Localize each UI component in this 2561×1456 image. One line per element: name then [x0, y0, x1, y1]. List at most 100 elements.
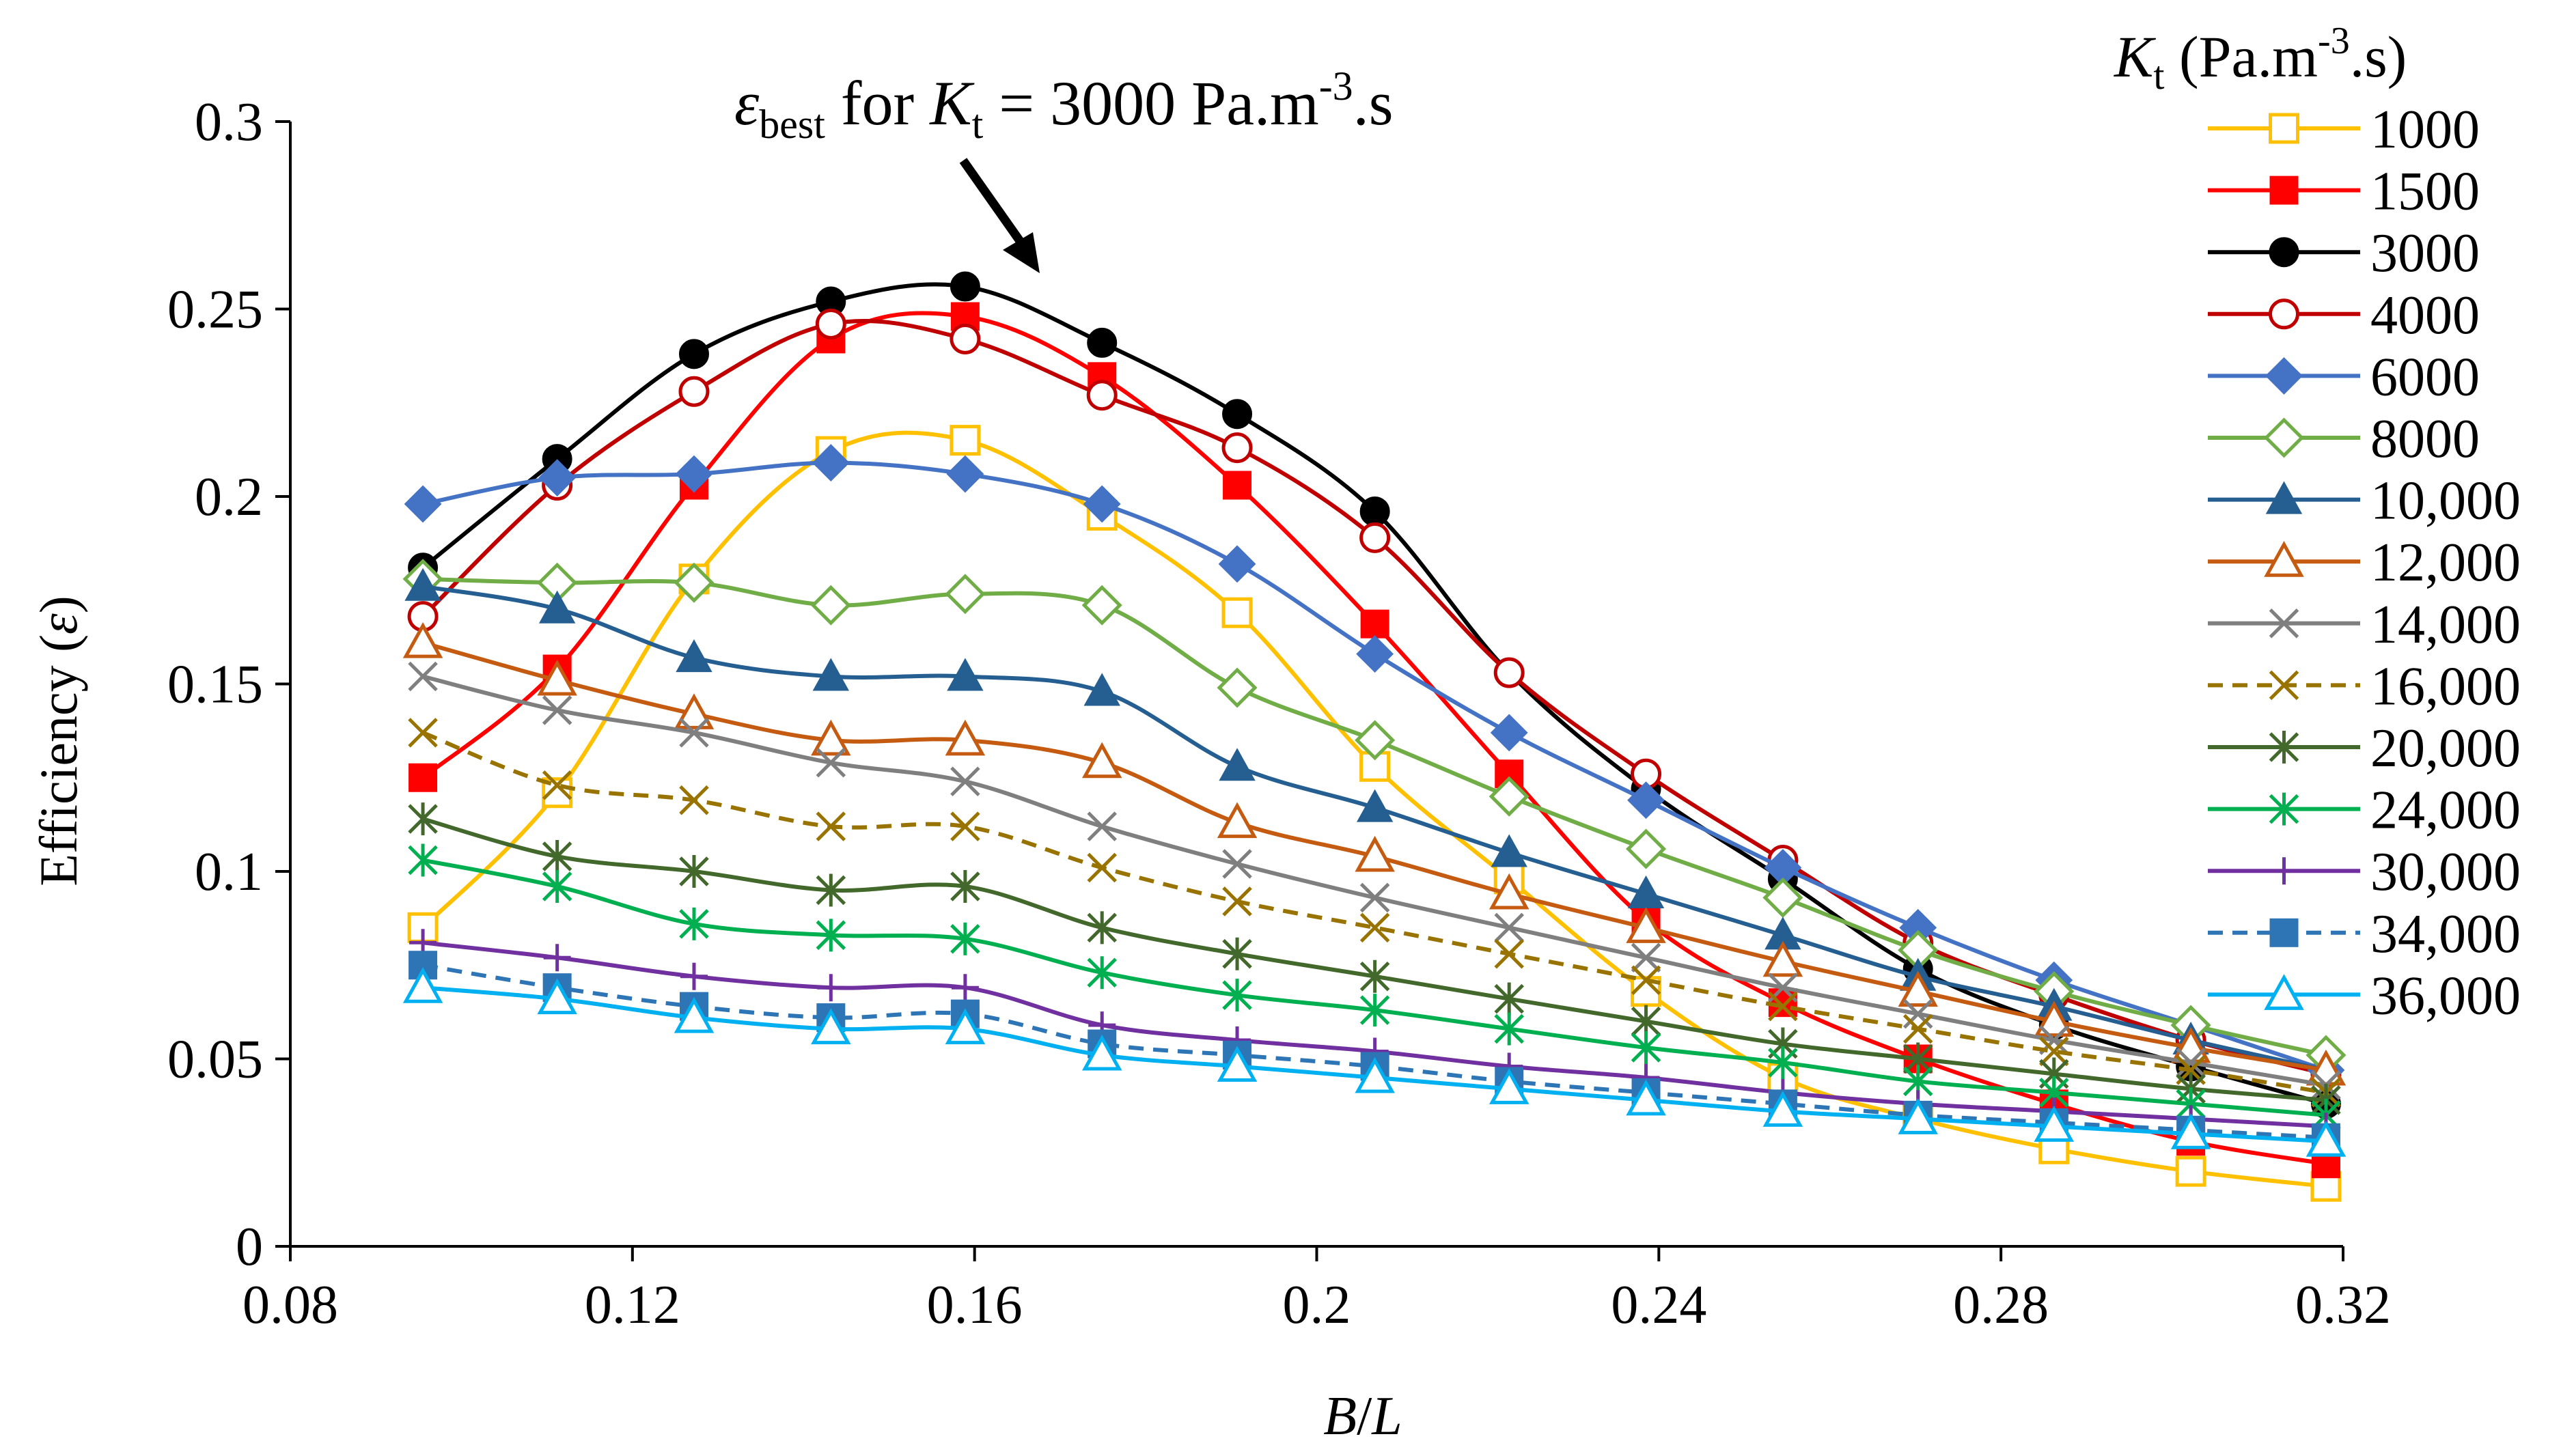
y-tick-label: 0.3 [195, 92, 263, 152]
data-point [674, 562, 715, 603]
data-point [950, 922, 980, 955]
legend-marker [2269, 918, 2299, 947]
data-point [2034, 1106, 2075, 1142]
x-axis-label-b: B [1323, 1386, 1357, 1446]
legend-label: 12,000 [2370, 533, 2521, 593]
data-point [1221, 597, 1253, 628]
data-point [1359, 522, 1391, 553]
data-point [537, 659, 577, 696]
legend-marker [2270, 857, 2298, 885]
legend-item: 8000 [2208, 409, 2480, 469]
data-point [543, 944, 571, 972]
legend-marker [2269, 731, 2299, 764]
legend-label: 30,000 [2370, 842, 2521, 902]
x-axis-label-slash: / [1357, 1386, 1372, 1446]
data-point [816, 811, 846, 841]
data-point [542, 840, 572, 873]
legend-label: 36,000 [2370, 966, 2521, 1026]
legend-item: 24,000 [2208, 781, 2521, 841]
data-point [1494, 939, 1524, 969]
data-point [1218, 545, 1256, 583]
data-point [404, 485, 442, 523]
data-point [1217, 667, 1258, 708]
data-point [950, 425, 981, 456]
legend-marker [2269, 298, 2299, 330]
data-point [1902, 1013, 1933, 1044]
y-tick-label: 0.25 [167, 280, 263, 340]
legend-label: 1000 [2370, 100, 2480, 160]
data-point [1902, 998, 1933, 1029]
data-point [409, 763, 438, 792]
series-14000 [408, 661, 2341, 1100]
legend-marker [2269, 237, 2299, 268]
data-point [950, 811, 980, 841]
legend-item: 1500 [2208, 162, 2480, 222]
x-tick-label: 0.32 [2295, 1275, 2391, 1335]
series-24000 [408, 843, 2341, 1132]
x-axis-ticks: 0.08 0.12 0.16 0.2 0.24 0.28 0.32 [243, 1246, 2391, 1335]
legend-item: 10,000 [2208, 471, 2521, 531]
data-point [1359, 994, 1390, 1027]
legend-marker [2265, 481, 2303, 514]
annotation-epsilon: ε [734, 68, 760, 138]
data-point [951, 974, 979, 1002]
y-tick-label: 0.2 [195, 467, 263, 527]
data-point [2306, 1121, 2347, 1157]
axes: 00.050.10.150.20.250.3 0.08 0.12 0.16 0.2 0.… [167, 92, 2391, 1335]
annotation-arrow-shaft [959, 158, 1027, 249]
data-point [945, 1008, 986, 1045]
annotation-for: for [825, 68, 930, 138]
data-point [950, 869, 980, 903]
legend-item: 34,000 [2208, 904, 2521, 964]
data-point [542, 869, 572, 903]
data-point [946, 455, 984, 493]
data-point [1087, 852, 1117, 883]
data-point [1489, 776, 1529, 817]
data-point [1626, 828, 1667, 869]
data-point [1221, 432, 1253, 464]
annotation-k: K [928, 68, 975, 138]
data-point [1491, 834, 1527, 867]
data-point [1768, 991, 1798, 1022]
data-point [408, 661, 438, 692]
legend-label: 6000 [2370, 347, 2480, 407]
data-point [1217, 1046, 1258, 1082]
annotation-unit-end: .s [1353, 68, 1394, 138]
data-point [1494, 1012, 1524, 1046]
y-tick-label: 0.1 [195, 842, 263, 902]
legend-label: 3000 [2370, 223, 2480, 283]
data-point [2034, 1000, 2075, 1037]
legend-marker [2269, 176, 2299, 205]
data-point [812, 658, 850, 691]
legend-marker [2269, 792, 2299, 826]
legend-item: 16,000 [2208, 656, 2521, 716]
data-point [1490, 714, 1528, 752]
annotation-t-subscript: t [972, 102, 984, 147]
legend-title-unit-pre: (Pa.m [2165, 24, 2318, 89]
data-point [945, 574, 986, 615]
legend-marker [2269, 608, 2299, 639]
legend: Kt (Pa.m-3.s) 10001500300040006000800010… [2113, 20, 2521, 1026]
data-point [1222, 979, 1252, 1012]
data-point [1219, 748, 1256, 781]
data-point [1489, 873, 1529, 910]
data-point [816, 873, 846, 907]
data-point [2176, 1048, 2206, 1078]
annotation-text: εbest for Kt = 3000 Pa.m-3.s [734, 64, 1394, 147]
legend-items: 10001500300040006000800010,00012,00014,0… [2208, 100, 2521, 1026]
data-point [680, 962, 708, 990]
data-point [1489, 1068, 1529, 1104]
annotation-arrow-head [1003, 232, 1040, 273]
data-point [675, 455, 713, 493]
data-point [1898, 1098, 1938, 1134]
data-point [679, 855, 709, 888]
data-point [1087, 956, 1117, 990]
data-point [812, 444, 850, 482]
data-point [1626, 907, 1666, 943]
y-tick-label: 0 [236, 1217, 263, 1277]
legend-label: 8000 [2370, 409, 2480, 469]
data-point [1083, 673, 1120, 706]
data-point [945, 719, 986, 756]
legend-label: 4000 [2370, 285, 2480, 346]
